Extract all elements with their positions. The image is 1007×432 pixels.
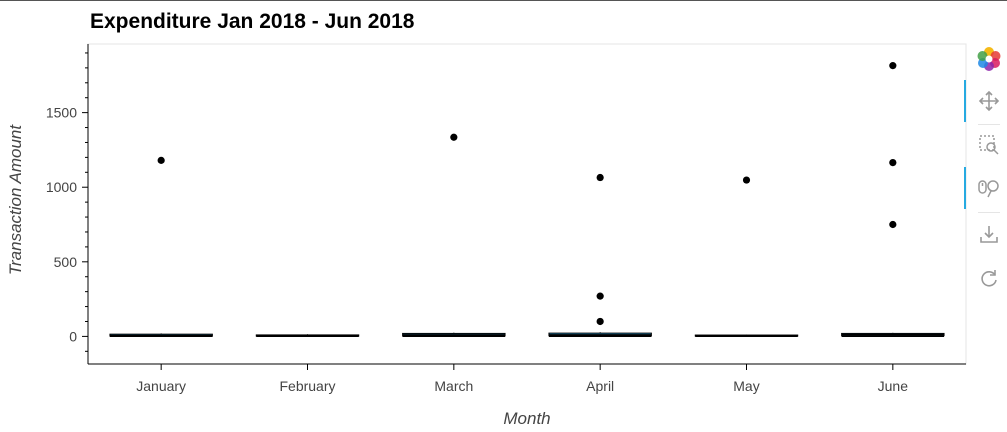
- x-tick-label: February: [279, 378, 335, 394]
- box-january: [109, 333, 213, 338]
- box-april: [548, 332, 652, 338]
- outlier-point: [742, 176, 751, 184]
- outlier-point: [450, 133, 458, 141]
- box-february: [255, 334, 360, 338]
- x-tick-label: May: [733, 378, 759, 394]
- toolbar: [964, 40, 1007, 300]
- outlier-point: [596, 317, 604, 326]
- toolbar-divider: [978, 212, 1000, 213]
- x-tick-label: January: [136, 378, 186, 394]
- outlier-point: [157, 156, 165, 164]
- outlier-point: [596, 173, 604, 182]
- box-zoom-icon[interactable]: [976, 132, 1002, 158]
- x-tick-label: April: [586, 378, 614, 394]
- plot-frame: [87, 43, 967, 365]
- outlier-point: [889, 62, 897, 70]
- box-march: [402, 332, 506, 338]
- x-axis-label: Month: [503, 409, 550, 428]
- save-icon[interactable]: [976, 221, 1002, 247]
- box-june: [841, 332, 945, 338]
- y-tick-label: 1500: [46, 105, 77, 121]
- outlier-point: [889, 220, 897, 229]
- toolbar-divider: [978, 124, 1000, 125]
- bokeh-logo-icon[interactable]: [976, 46, 1002, 72]
- outlier-point: [596, 292, 604, 300]
- x-tick-label: June: [878, 378, 909, 394]
- wheel-zoom-icon[interactable]: [976, 175, 1002, 201]
- top-border: [0, 0, 1007, 1]
- y-tick-label: 0: [69, 328, 77, 344]
- reset-icon[interactable]: [976, 265, 1002, 291]
- x-tick-label: March: [434, 378, 473, 394]
- outlier-point: [889, 159, 897, 167]
- pan-icon[interactable]: [976, 88, 1002, 114]
- chart-title: Expenditure Jan 2018 - Jun 2018: [90, 10, 415, 33]
- y-axis-label: Transaction Amount: [6, 124, 25, 276]
- box-may: [694, 334, 799, 338]
- y-tick-label: 1000: [46, 179, 77, 195]
- wheel-zoom-active-indicator: [964, 167, 966, 209]
- pan-active-indicator: [964, 80, 966, 122]
- y-tick-label: 500: [54, 254, 78, 270]
